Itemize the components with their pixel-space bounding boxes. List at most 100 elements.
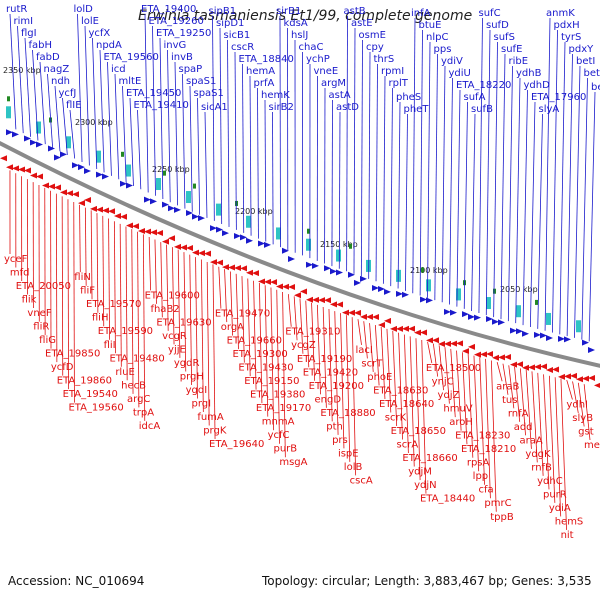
forward-gene-leader [338, 111, 341, 269]
reverse-gene-label: yjjE [168, 344, 186, 355]
forward-gene-arrow [486, 316, 493, 323]
reverse-gene-label: rnfB [531, 462, 552, 473]
forward-gene-arrow [564, 336, 571, 343]
forward-gene-leader [249, 75, 252, 236]
forward-gene-arrow [324, 265, 331, 272]
gene-function-block [96, 150, 101, 163]
forward-gene-arrow [84, 167, 91, 174]
forward-gene-leader [529, 101, 536, 327]
reverse-gene-leader [67, 199, 69, 390]
reverse-gene-arrow [42, 182, 49, 189]
reverse-gene-arrow [534, 363, 541, 370]
reverse-gene-arrow [540, 363, 547, 370]
forward-gene-leader [471, 113, 476, 311]
reverse-gene-arrow [270, 279, 277, 286]
reverse-gene-leader [171, 247, 175, 345]
reverse-gene-leader [357, 319, 362, 345]
reverse-gene-arrow [348, 309, 355, 316]
reverse-gene-label: ETA_19560 [68, 403, 123, 414]
forward-gene-label: lolD [74, 4, 94, 15]
forward-gene-arrow [312, 262, 319, 269]
forward-gene-arrow [60, 151, 67, 158]
forward-gene-label: ETA_18840 [239, 54, 294, 65]
reverse-gene-leader [253, 280, 257, 390]
forward-gene-label: flIE [66, 100, 82, 111]
figure-title: Erwinia tasmaniensis Et1/99, complete ge… [138, 8, 473, 24]
forward-gene-arrow [222, 230, 229, 237]
reverse-gene-arrow [558, 373, 565, 380]
reverse-gene-arrow [294, 292, 301, 299]
reverse-gene-label: ETA_19380 [250, 390, 305, 401]
reverse-gene-leader [61, 196, 64, 376]
forward-gene-leader [242, 63, 245, 233]
forward-gene-leader [92, 37, 98, 170]
reverse-gene-label: fliG [39, 335, 56, 346]
reverse-gene-arrow [126, 222, 133, 229]
reverse-gene-leader [334, 311, 339, 435]
reverse-gene-arrow [588, 375, 595, 382]
reverse-gene-label: ETA_19300 [232, 349, 287, 360]
reverse-gene-arrow [204, 250, 211, 257]
reverse-gene-arrow [570, 372, 577, 379]
forward-gene-label: sufS [494, 32, 515, 43]
reverse-gene-leader [345, 315, 351, 462]
reverse-gene-arrow [582, 375, 589, 382]
kbp-label: 2300 kbp [75, 118, 113, 127]
forward-gene-arrow [198, 215, 205, 222]
forward-gene-label: ychP [306, 54, 330, 65]
kbp-label: 2200 kbp [235, 207, 273, 216]
reverse-gene-arrow [372, 313, 379, 320]
forward-gene-arrow [120, 180, 127, 187]
forward-gene-label: rpmI [381, 66, 404, 77]
reverse-gene-arrow [378, 321, 385, 328]
reverse-gene-arrow [486, 351, 493, 358]
reverse-gene-leader [421, 340, 427, 494]
reverse-gene-leader [543, 374, 550, 490]
reverse-gene-arrow [426, 337, 433, 344]
gene-function-block [246, 215, 251, 228]
reverse-gene-leader [537, 372, 544, 476]
reverse-gene-label: vcgR [162, 331, 187, 342]
reverse-gene-leader [583, 384, 591, 441]
reverse-gene-arrow [168, 235, 175, 242]
forward-gene-label: invG [164, 40, 187, 51]
reverse-gene-leader [369, 323, 374, 372]
gene-function-block [306, 238, 311, 251]
forward-gene-leader [159, 37, 164, 200]
forward-gene-arrow [258, 240, 265, 247]
forward-gene-label: ETA_17960 [531, 92, 586, 103]
reverse-gene-arrow [60, 189, 67, 196]
forward-gene-leader [77, 13, 83, 163]
rna-gene-mark [307, 228, 310, 234]
forward-gene-arrow [546, 334, 553, 341]
reverse-gene-label: ETA_19540 [63, 389, 118, 400]
forward-gene-arrow [384, 288, 391, 295]
forward-gene-label: ndh [51, 76, 70, 87]
forward-gene-label: pheT [404, 104, 430, 115]
reverse-gene-leader [496, 362, 503, 382]
forward-gene-leader [515, 77, 521, 324]
reverse-gene-label: prgI [191, 398, 211, 409]
forward-gene-label: astB [344, 6, 366, 17]
forward-gene-arrow [150, 198, 157, 205]
reverse-gene-leader [328, 309, 333, 422]
accession-text: Accession: NC_010694 [8, 574, 145, 588]
forward-gene-arrow [378, 285, 385, 292]
reverse-gene-label: hecB [121, 380, 146, 391]
reverse-gene-arrow [102, 207, 109, 214]
forward-gene-leader [84, 25, 90, 166]
reverse-gene-leader [247, 278, 251, 377]
reverse-gene-arrow [246, 269, 253, 276]
reverse-gene-leader [90, 210, 93, 300]
forward-gene-label: betB [584, 68, 600, 79]
reverse-gene-leader [432, 343, 439, 377]
forward-gene-leader [493, 41, 498, 318]
reverse-gene-label: ETA_18500 [426, 363, 481, 374]
forward-gene-label: tyrS [561, 32, 581, 43]
reverse-gene-arrow [390, 325, 397, 332]
reverse-gene-arrow [132, 223, 139, 230]
reverse-gene-arrow [54, 184, 61, 191]
reverse-gene-label: ydhC [537, 476, 563, 487]
forward-gene-label: btuE [419, 20, 442, 31]
gene-function-block [426, 279, 431, 292]
